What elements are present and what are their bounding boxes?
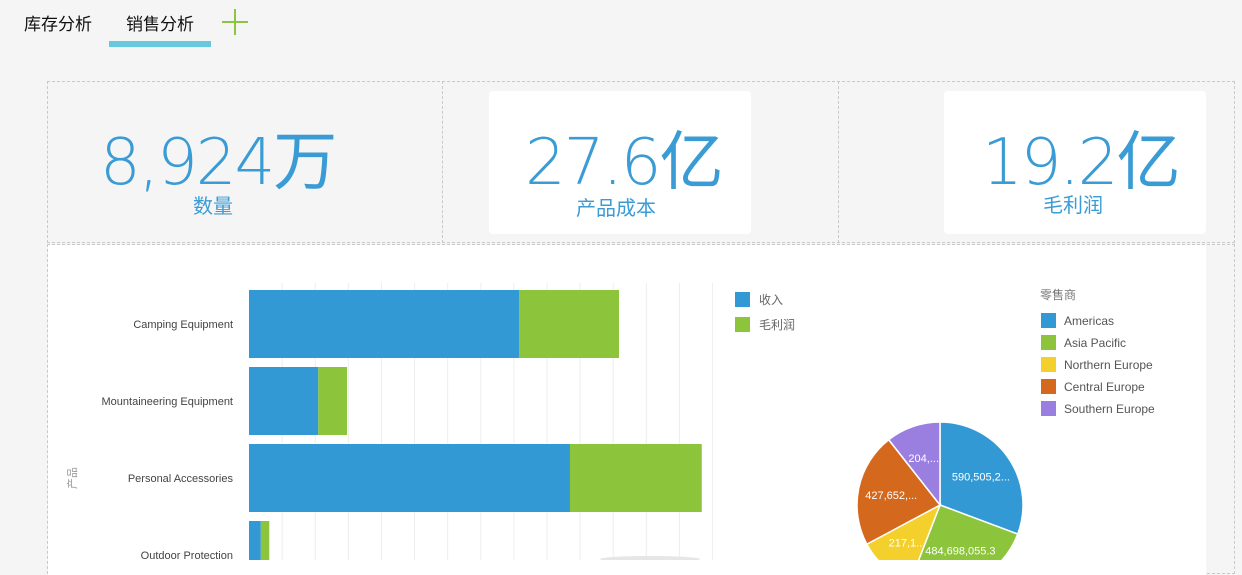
bar-gross-profit — [318, 367, 347, 435]
pie-legend-swatch — [1041, 357, 1056, 372]
kpi-gross-profit-label: 毛利润 — [1043, 193, 1103, 217]
kpi-gross-profit-card: 19.2亿 毛利润 — [944, 91, 1206, 234]
pie-legend-label: Northern Europe — [1064, 358, 1153, 372]
pie-slice-southern-europe — [887, 421, 941, 508]
pie-legend-swatch — [1041, 379, 1056, 394]
bar-chart-legend: 收入 毛利润 — [735, 292, 795, 332]
active-tab-indicator — [109, 41, 211, 47]
pie-legend-title: 零售商 — [1040, 287, 1076, 302]
bar-chart: Camping Equipment Mountaineering Equipmen… — [102, 290, 702, 560]
tab-bar: 库存分析 销售分析 — [0, 0, 1242, 50]
pie-legend-label: Southern Europe — [1064, 402, 1155, 416]
pie-legend-label: Americas — [1064, 314, 1114, 328]
pie-chart-legend: 零售商 Americas Asia Pacific Northern Europe C… — [1040, 287, 1155, 416]
kpi-quantity-label: 数量 — [193, 194, 233, 218]
pie-legend-swatch — [1041, 313, 1056, 328]
legend-label-gross-profit: 毛利润 — [759, 318, 795, 332]
bar-gross-profit — [519, 290, 619, 358]
kpi-gross-profit-value: 19.2亿 — [982, 126, 1180, 200]
tab-inventory-analysis[interactable]: 库存分析 — [24, 15, 92, 35]
bar-category-label: Camping Equipment — [133, 319, 233, 331]
pie-legend-label: Asia Pacific — [1064, 336, 1126, 350]
kpi-row — [47, 81, 1235, 243]
pie-slice-americas — [939, 421, 1024, 536]
pie-slice-label: 204,... — [908, 453, 939, 465]
bar-revenue — [249, 290, 520, 358]
kpi-product-cost-card: 27.6亿 产品成本 — [489, 91, 751, 234]
pie-slice-label: 427,652,... — [865, 490, 917, 502]
pie-legend-label: Central Europe — [1064, 380, 1145, 394]
bar-revenue — [249, 367, 319, 435]
scroll-shadow — [600, 556, 700, 560]
bar-category-label: Personal Accessories — [128, 473, 234, 485]
kpi-quantity-value: 8,924万 — [100, 126, 337, 200]
kpi-product-cost-value: 27.6亿 — [525, 126, 723, 200]
bar-category-label: Mountaineering Equipment — [102, 396, 233, 408]
legend-swatch-gross-profit — [735, 317, 750, 332]
pie-legend-swatch — [1041, 401, 1056, 416]
pie-slice-label: 217,1... — [889, 537, 926, 549]
pie-legend-swatch — [1041, 335, 1056, 350]
bar-category-label: Outdoor Protection — [141, 550, 233, 560]
pie-slice-asia-pacific — [917, 504, 1019, 560]
tab-sales-analysis[interactable]: 销售分析 — [126, 15, 194, 35]
kpi-divider — [838, 81, 839, 243]
bar-gross-profit — [569, 444, 702, 512]
pie-slice-label: 484,698,055.3 — [925, 545, 995, 557]
bar-revenue — [249, 521, 261, 560]
bar-revenue — [249, 444, 570, 512]
bar-gross-profit — [260, 521, 270, 560]
charts-svg: Camping Equipment Mountaineering Equipmen… — [65, 283, 1155, 560]
bar-chart-ylabel: 产品 — [65, 467, 79, 489]
kpi-divider — [442, 81, 443, 243]
plus-icon[interactable] — [222, 9, 248, 35]
pie-slice-central-europe — [856, 438, 942, 546]
pie-slice-label: 590,505,2... — [952, 472, 1010, 484]
legend-swatch-revenue — [735, 292, 750, 307]
kpi-product-cost-label: 产品成本 — [576, 196, 656, 220]
legend-label-revenue: 收入 — [759, 293, 783, 307]
